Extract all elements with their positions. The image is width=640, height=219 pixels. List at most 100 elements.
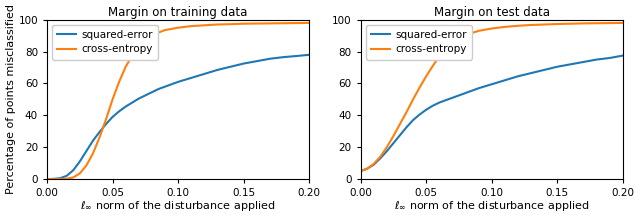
cross-entropy xyxy=(554,23,561,25)
cross-entropy xyxy=(76,172,84,175)
squared-error xyxy=(501,79,509,81)
cross-entropy xyxy=(129,54,136,57)
cross-entropy xyxy=(566,22,574,25)
cross-entropy xyxy=(442,48,450,51)
cross-entropy xyxy=(69,176,77,179)
squared-error xyxy=(416,113,424,116)
squared-error xyxy=(376,157,384,160)
cross-entropy xyxy=(527,24,535,26)
squared-error xyxy=(102,123,110,125)
cross-entropy xyxy=(475,30,483,32)
cross-entropy xyxy=(109,98,116,101)
squared-error xyxy=(527,72,535,74)
squared-error xyxy=(95,131,103,133)
Legend: squared-error, cross-entropy: squared-error, cross-entropy xyxy=(52,25,158,60)
squared-error xyxy=(422,108,430,111)
squared-error xyxy=(390,142,397,145)
cross-entropy xyxy=(409,98,417,101)
cross-entropy xyxy=(227,23,234,25)
squared-error xyxy=(161,85,169,88)
squared-error xyxy=(253,60,260,62)
X-axis label: $\ell_\infty$ norm of the disturbance applied: $\ell_\infty$ norm of the disturbance ap… xyxy=(81,200,276,214)
squared-error xyxy=(540,69,548,71)
squared-error xyxy=(56,177,64,180)
squared-error xyxy=(135,97,143,100)
cross-entropy xyxy=(89,152,97,155)
cross-entropy xyxy=(174,26,182,29)
Y-axis label: Percentage of points misclassified: Percentage of points misclassified xyxy=(6,4,15,194)
cross-entropy xyxy=(292,22,300,24)
squared-error xyxy=(356,170,364,172)
cross-entropy xyxy=(83,164,90,167)
squared-error xyxy=(429,104,436,107)
squared-error xyxy=(409,119,417,121)
cross-entropy xyxy=(200,24,208,27)
cross-entropy xyxy=(253,22,260,25)
cross-entropy xyxy=(102,118,110,121)
cross-entropy xyxy=(435,55,443,58)
squared-error xyxy=(89,140,97,142)
squared-error xyxy=(63,175,70,177)
squared-error xyxy=(566,63,574,66)
Line: cross-entropy: cross-entropy xyxy=(360,23,623,171)
squared-error xyxy=(370,163,378,166)
squared-error xyxy=(76,160,84,163)
Title: Margin on training data: Margin on training data xyxy=(108,5,248,19)
cross-entropy xyxy=(50,178,58,180)
Line: squared-error: squared-error xyxy=(47,55,309,179)
squared-error xyxy=(305,53,313,56)
squared-error xyxy=(200,72,208,75)
cross-entropy xyxy=(461,34,469,36)
squared-error xyxy=(115,110,123,113)
cross-entropy xyxy=(141,39,149,42)
squared-error xyxy=(43,178,51,180)
Legend: squared-error, cross-entropy: squared-error, cross-entropy xyxy=(366,25,472,60)
cross-entropy xyxy=(396,123,404,125)
squared-error xyxy=(461,92,469,94)
cross-entropy xyxy=(214,23,221,26)
squared-error xyxy=(155,88,163,90)
cross-entropy xyxy=(403,111,410,113)
cross-entropy xyxy=(383,146,390,148)
cross-entropy xyxy=(63,177,70,180)
cross-entropy xyxy=(115,81,123,83)
squared-error xyxy=(619,54,627,57)
squared-error xyxy=(435,101,443,104)
cross-entropy xyxy=(56,178,64,180)
cross-entropy xyxy=(155,31,163,34)
cross-entropy xyxy=(449,42,456,44)
squared-error xyxy=(554,65,561,68)
cross-entropy xyxy=(390,135,397,137)
cross-entropy xyxy=(305,22,313,24)
cross-entropy xyxy=(488,27,495,30)
squared-error xyxy=(168,83,175,86)
squared-error xyxy=(364,167,371,170)
squared-error xyxy=(109,116,116,118)
squared-error xyxy=(227,65,234,68)
squared-error xyxy=(396,134,404,136)
squared-error xyxy=(50,178,58,180)
squared-error xyxy=(442,99,450,101)
cross-entropy xyxy=(514,25,522,27)
squared-error xyxy=(383,150,390,152)
cross-entropy xyxy=(135,46,143,48)
Line: squared-error: squared-error xyxy=(360,56,623,171)
squared-error xyxy=(514,75,522,78)
squared-error xyxy=(240,62,248,65)
cross-entropy xyxy=(188,25,195,27)
cross-entropy xyxy=(619,22,627,24)
Line: cross-entropy: cross-entropy xyxy=(47,23,309,179)
Title: Margin on test data: Margin on test data xyxy=(434,5,550,19)
squared-error xyxy=(148,91,156,94)
cross-entropy xyxy=(364,167,371,170)
cross-entropy xyxy=(356,170,364,172)
cross-entropy xyxy=(148,34,156,37)
cross-entropy xyxy=(429,65,436,67)
cross-entropy xyxy=(422,75,430,78)
cross-entropy xyxy=(593,22,600,25)
cross-entropy xyxy=(266,22,274,25)
squared-error xyxy=(580,61,588,63)
squared-error xyxy=(449,96,456,99)
cross-entropy xyxy=(376,155,384,158)
squared-error xyxy=(606,57,614,59)
